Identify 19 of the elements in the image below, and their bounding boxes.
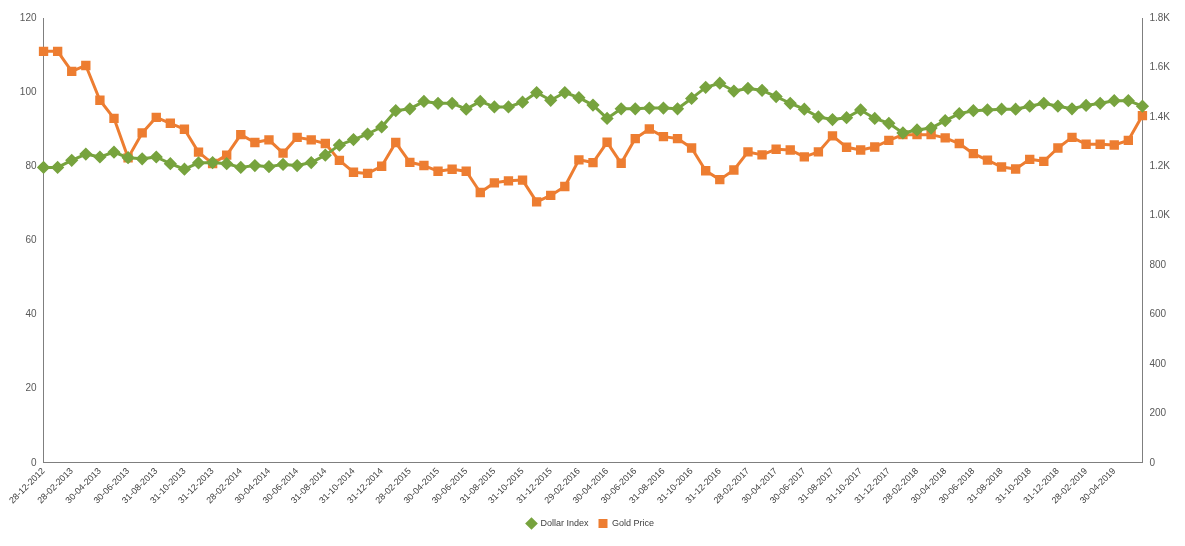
y-tick-label: 40 — [25, 308, 37, 320]
y2-tick-label: 1.0K — [1149, 209, 1171, 221]
y-tick-label: 20 — [25, 382, 37, 394]
y-tick-label: 120 — [19, 11, 37, 23]
y2-tick-label: 1.6K — [1149, 61, 1171, 73]
legend-label: Gold Price — [612, 517, 655, 528]
y2-tick-label: 600 — [1149, 308, 1167, 320]
y-tick-label: 100 — [19, 85, 37, 97]
y2-tick-label: 1.4K — [1149, 110, 1171, 122]
y-tick-label: 80 — [25, 160, 37, 172]
y-tick-label: 0 — [30, 456, 37, 468]
y2-tick-label: 0 — [1149, 456, 1156, 468]
y2-tick-label: 400 — [1149, 357, 1167, 369]
y2-tick-label: 1.2K — [1149, 160, 1171, 172]
y2-tick-label: 800 — [1149, 258, 1167, 270]
y2-tick-label: 1.8K — [1149, 11, 1171, 23]
y2-tick-label: 200 — [1149, 407, 1167, 419]
legend-label: Dollar Index — [540, 517, 589, 528]
y-tick-label: 60 — [25, 234, 37, 246]
